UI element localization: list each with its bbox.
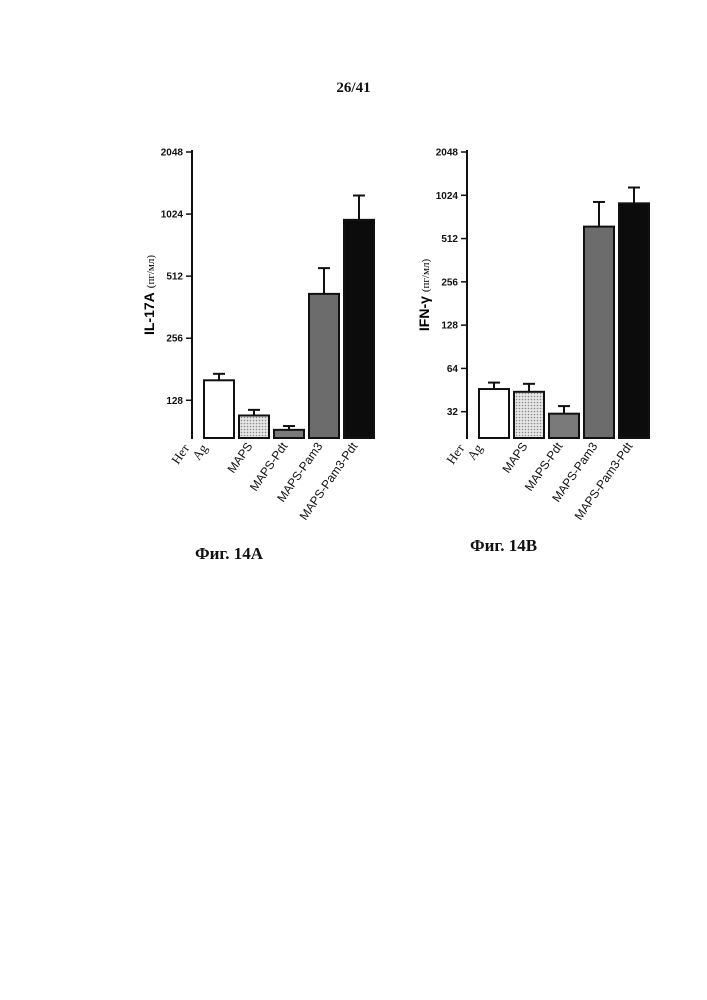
y-tick-label: 128	[441, 321, 458, 332]
y-tick-label: 512	[166, 272, 183, 283]
page-number: 26/41	[336, 80, 371, 96]
y-tick-label: 32	[447, 407, 459, 418]
category-label: MAPS	[224, 440, 255, 476]
y-tick-label: 1024	[436, 191, 459, 202]
figure-caption-14b: Фиг. 14B	[470, 536, 538, 555]
y-tick-label: 2048	[161, 148, 184, 159]
y-tick-label: 2048	[436, 148, 459, 159]
y-tick-label: 1024	[161, 210, 184, 221]
category-label: Ag	[464, 441, 486, 463]
y-axis-label-main: IL-17A	[141, 292, 157, 335]
bar	[238, 414, 270, 439]
bar	[513, 390, 545, 439]
category-label: Ag	[189, 441, 211, 463]
category-label: MAPS	[499, 440, 530, 476]
y-axis-label: IL-17A (пг/мл)	[141, 255, 157, 335]
bar	[273, 428, 305, 439]
y-axis-label: IFN-γ (пг/мл)	[416, 259, 432, 332]
y-axis-label-unit: (пг/мл)	[145, 255, 157, 289]
y-tick-label: 256	[166, 334, 183, 345]
bar	[203, 379, 235, 439]
y-axis-label-unit: (пг/мл)	[420, 259, 432, 293]
y-tick-label: 128	[166, 396, 183, 407]
bar	[478, 388, 510, 439]
bar	[618, 202, 650, 440]
figure-caption-14a: Фиг. 14A	[195, 544, 263, 563]
y-tick-label: 256	[441, 277, 458, 288]
y-tick-label: 64	[447, 364, 459, 375]
bar	[583, 225, 615, 439]
bar	[548, 412, 580, 440]
y-axis-label-main: IFN-γ	[416, 296, 432, 331]
bar	[343, 218, 375, 439]
bar	[308, 292, 340, 439]
y-tick-label: 512	[441, 234, 458, 245]
